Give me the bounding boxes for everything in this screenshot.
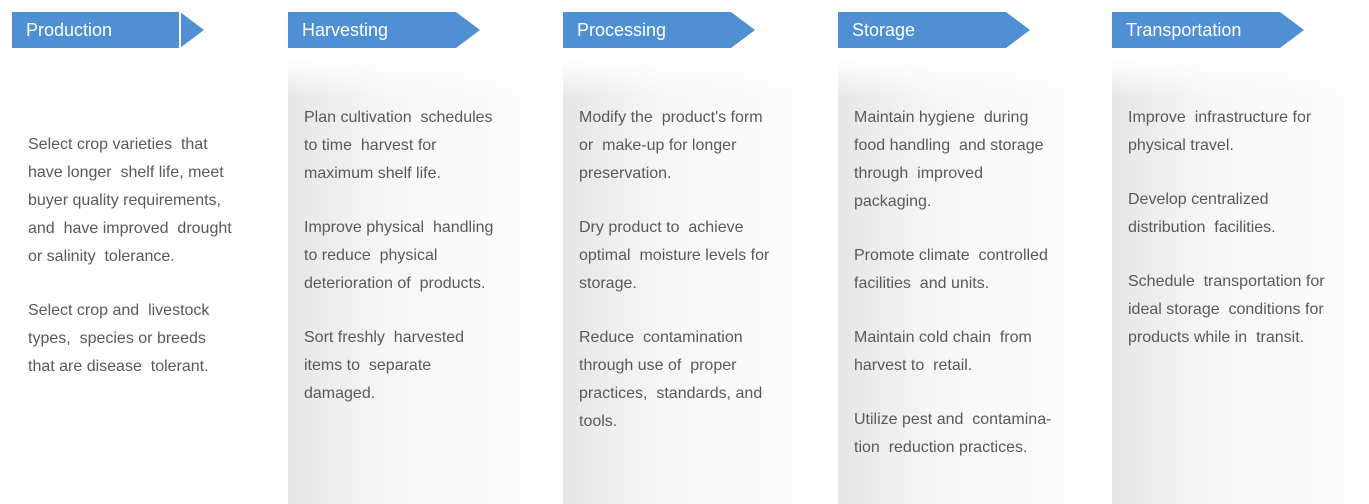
column-shade-fade (838, 60, 1108, 100)
column-text: maximum shelf life. (304, 165, 441, 182)
column-text: that are disease tolerant. (28, 358, 209, 375)
column-text: buyer quality requirements, (28, 192, 221, 209)
column-text: storage. (579, 275, 637, 292)
column-shade-fade (563, 60, 833, 100)
column-text: physical travel. (1128, 137, 1234, 154)
column-text: and have improved drought (28, 220, 232, 237)
column-text: deterioration of products. (304, 275, 485, 292)
column-text: facilities and units. (854, 275, 989, 292)
column-text: types, species or breeds (28, 330, 206, 347)
column-text: Dry product to achieve (579, 219, 744, 236)
column-text: Select crop varieties that (28, 136, 208, 153)
column-title: Harvesting (302, 20, 388, 40)
column-text: distribution facilities. (1128, 219, 1276, 236)
column-text: or salinity tolerance. (28, 248, 175, 265)
column-title: Transportation (1126, 20, 1241, 40)
column-shade (288, 60, 558, 504)
column-text: food handling and storage (854, 137, 1044, 154)
column-text: Schedule transportation for (1128, 273, 1325, 290)
column-text: damaged. (304, 385, 375, 402)
column-text: Improve physical handling (304, 219, 493, 236)
column-text: products while in transit. (1128, 329, 1304, 346)
column-text: Plan cultivation schedules (304, 109, 493, 126)
column-text: to time harvest for (304, 137, 437, 154)
column-text: Sort freshly harvested (304, 329, 464, 346)
column-text: to reduce physical (304, 247, 437, 264)
header-arrow (563, 12, 755, 48)
column-text: or make-up for longer (579, 137, 737, 154)
column-shade-fade (1112, 60, 1369, 100)
column-text: Reduce contamination (579, 329, 743, 346)
column-text: ideal storage conditions for (1128, 301, 1324, 318)
column-text: tools. (579, 413, 617, 430)
column-title: Production (26, 20, 112, 40)
column-text: practices, standards, and (579, 385, 762, 402)
header-arrow (288, 12, 480, 48)
column-text: Maintain hygiene during (854, 109, 1028, 126)
column-title: Storage (852, 20, 915, 40)
column-text: preservation. (579, 165, 672, 182)
column-title: Processing (577, 20, 666, 40)
column-text: items to separate (304, 357, 431, 374)
column-text: Develop centralized (1128, 191, 1269, 208)
column-text: optimal moisture levels for (579, 247, 770, 264)
column-shade (563, 60, 833, 504)
header-arrow (838, 12, 1030, 48)
column-shade-fade (288, 60, 558, 100)
column-text: Select crop and livestock (28, 302, 210, 319)
header-arrow (12, 12, 204, 48)
column-text: Maintain cold chain from (854, 329, 1032, 346)
column-text: through improved (854, 165, 983, 182)
column-text: harvest to retail. (854, 357, 972, 374)
column-text: Utilize pest and contamina- (854, 411, 1051, 428)
column-shade (1112, 60, 1369, 504)
column-text: packaging. (854, 193, 931, 210)
column-text: through use of proper (579, 357, 737, 374)
column-text: tion reduction practices. (854, 439, 1027, 456)
header-arrow (1112, 12, 1304, 48)
column-shade (838, 60, 1108, 504)
column-text: have longer shelf life, meet (28, 164, 224, 181)
column-text: Modify the product's form (579, 109, 763, 126)
column-text: Promote climate controlled (854, 247, 1048, 264)
column-text: Improve infrastructure for (1128, 109, 1312, 126)
